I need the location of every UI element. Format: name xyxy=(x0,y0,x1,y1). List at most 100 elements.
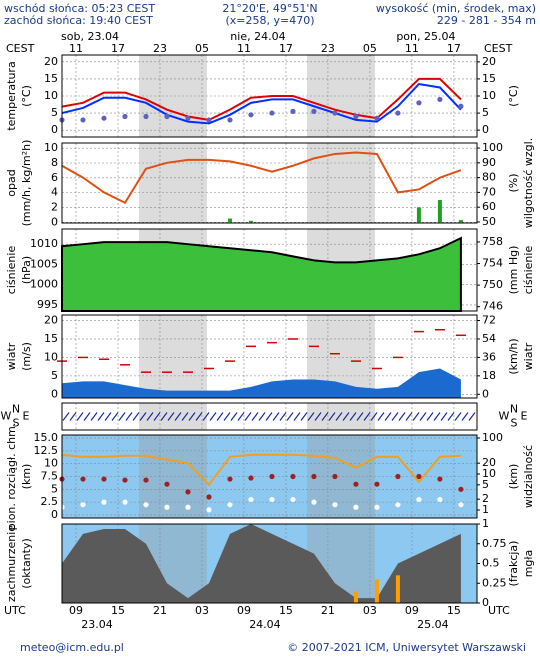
y2-axis-label: ciśnienie xyxy=(522,246,535,295)
point xyxy=(101,115,107,121)
point xyxy=(164,481,170,487)
y2-tick-label: 750 xyxy=(482,278,503,291)
point xyxy=(122,499,128,505)
wind-arrow xyxy=(265,412,273,421)
wind-arrow xyxy=(251,412,259,421)
wind-arrow xyxy=(97,412,105,421)
top-label: CEST xyxy=(484,42,513,55)
y2-tick-label: 758 xyxy=(482,235,503,248)
top-tick-label: 23 xyxy=(321,42,335,55)
point xyxy=(353,481,359,487)
y-axis-label: (°C) xyxy=(20,85,33,107)
panel-frame xyxy=(61,523,478,604)
y-tick-label: 5 xyxy=(51,482,58,495)
panel-frame xyxy=(61,402,478,431)
y-tick-label: 2 xyxy=(51,200,58,213)
y2-tick-label: 90 xyxy=(482,156,496,169)
y-tick-label: 0 xyxy=(51,215,58,228)
y-axis-label: (mm/h, kg/m²h) xyxy=(20,140,33,227)
wind-arrow xyxy=(391,412,399,421)
night-shade xyxy=(307,143,375,223)
wind-arrow xyxy=(314,412,322,421)
night-shade xyxy=(139,55,207,137)
point xyxy=(395,473,401,480)
wind-arrow xyxy=(405,412,413,421)
top-day-label: nie, 24.04 xyxy=(230,30,285,43)
wind-arrow xyxy=(181,412,189,421)
wind-arrow xyxy=(321,412,329,421)
wind-arrow xyxy=(223,412,231,421)
night-shade xyxy=(307,435,375,518)
area xyxy=(61,236,462,312)
compass-label: W xyxy=(499,410,510,423)
point xyxy=(458,502,464,508)
top-tick-label: 11 xyxy=(69,42,83,55)
point xyxy=(122,113,128,120)
y-tick-label: 0 xyxy=(51,387,58,400)
y-tick-label: 1010 xyxy=(30,237,58,250)
panel-frame xyxy=(61,54,478,138)
point xyxy=(353,113,359,120)
bottom-tick-label: 21 xyxy=(153,604,167,617)
area xyxy=(62,524,461,603)
y-tick-label: 4 xyxy=(51,186,58,199)
y2-tick-label: 10 xyxy=(482,467,496,480)
wind-arrow xyxy=(237,412,245,421)
y2-axis-label: (frakcja) xyxy=(507,541,520,587)
point xyxy=(248,112,254,118)
wind-arrow xyxy=(153,412,161,421)
email: meteo@icm.edu.pl xyxy=(20,641,124,654)
y2-axis-label: mgła xyxy=(522,550,535,578)
point xyxy=(332,110,338,116)
wind-arrow xyxy=(342,412,350,421)
y-axis-label: (km) xyxy=(20,464,33,490)
point xyxy=(185,115,191,121)
y2-tick-label: 100 xyxy=(482,141,503,154)
night-shade xyxy=(139,403,207,430)
bar xyxy=(227,218,232,223)
point xyxy=(185,504,191,510)
y-tick-label: 10 xyxy=(44,89,58,102)
wind-arrow xyxy=(209,412,217,421)
y2-tick-label: 18 xyxy=(482,369,496,382)
y-tick-label: 5 xyxy=(51,106,58,119)
y2-tick-label: 2 xyxy=(482,492,489,505)
wind-arrow xyxy=(146,412,154,421)
top-tick-label: 23 xyxy=(153,42,167,55)
wind-arrow xyxy=(118,412,126,421)
point xyxy=(227,502,233,508)
y-tick-label: 7.5 xyxy=(41,470,59,483)
y2-tick-label: 70 xyxy=(482,185,496,198)
wind-arrow xyxy=(433,412,441,421)
point xyxy=(437,496,443,503)
point xyxy=(332,502,338,508)
point xyxy=(290,473,296,480)
point xyxy=(374,481,380,487)
bottom-day-label: 23.04 xyxy=(81,618,113,631)
y-tick-label: 6 xyxy=(51,171,58,184)
y-tick-label: 0 xyxy=(51,508,58,521)
y-tick-label: 1005 xyxy=(30,257,58,270)
y-axis-label: pion. rozciągł. chm. xyxy=(5,423,18,531)
y-tick-label: 1000 xyxy=(30,278,58,291)
y2-tick-label: 20 xyxy=(482,456,496,469)
wind-arrow xyxy=(328,412,336,421)
y2-tick-label: 100 xyxy=(482,431,503,444)
panel-frame xyxy=(61,228,478,312)
bottom-day-label: 24.04 xyxy=(249,618,281,631)
y2-tick-label: 0 xyxy=(482,123,489,136)
wind-arrow xyxy=(132,412,140,421)
bar xyxy=(374,579,379,603)
point xyxy=(80,502,86,508)
point xyxy=(122,477,128,483)
night-shade xyxy=(307,55,375,137)
wind-arrow xyxy=(216,412,224,421)
point xyxy=(311,499,317,505)
wind-arrow xyxy=(202,412,210,421)
night-shade xyxy=(139,435,207,518)
y-tick-label: 15 xyxy=(44,72,58,85)
wind-arrow xyxy=(468,412,476,421)
point xyxy=(101,499,107,505)
bottom-tick-label: 09 xyxy=(237,604,251,617)
wind-arrow xyxy=(300,412,308,421)
